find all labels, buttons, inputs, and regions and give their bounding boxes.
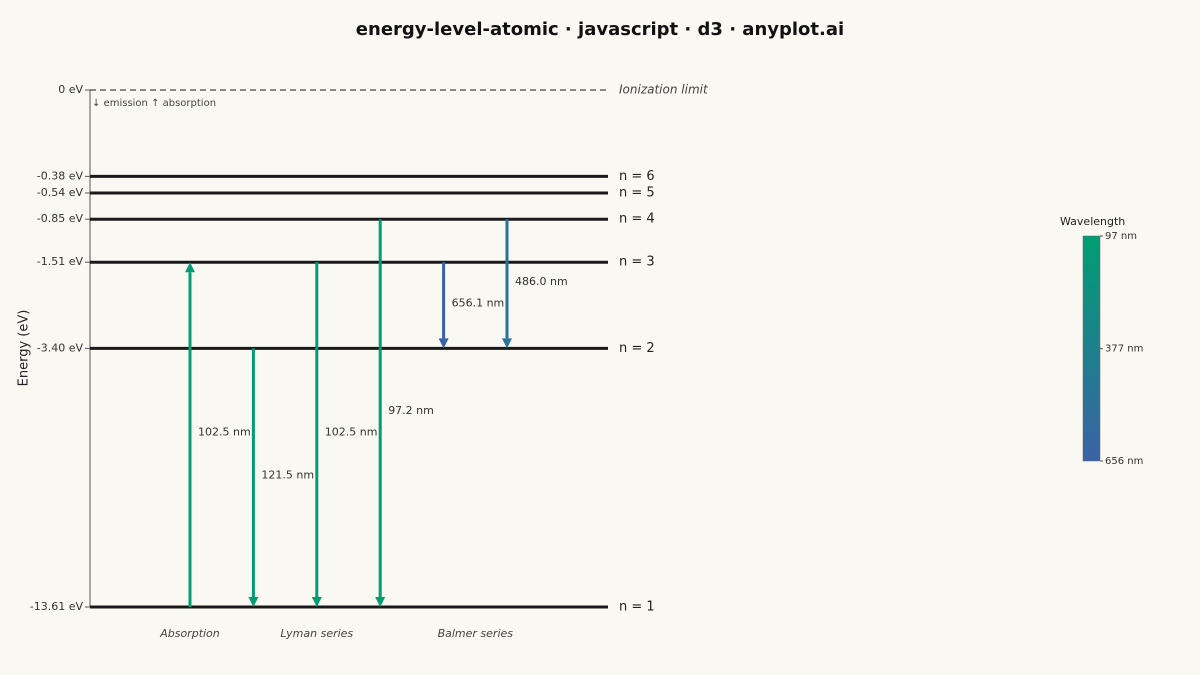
wavelength-label: 102.5 nm	[325, 426, 378, 439]
wavelength-label: 121.5 nm	[261, 469, 314, 482]
y-tick-label: -3.40 eV	[37, 341, 84, 354]
wavelength-label: 102.5 nm	[198, 426, 251, 439]
series-label: Lyman series	[280, 627, 353, 640]
wavelength-label: 97.2 nm	[388, 404, 434, 417]
wavelength-label: 486.0 nm	[515, 275, 568, 288]
y-tick-label: -13.61 eV	[30, 600, 84, 613]
level-label: n = 5	[619, 185, 655, 200]
y-tick-label: -1.51 eV	[37, 255, 84, 268]
level-label: n = 2	[619, 341, 655, 356]
arrow-head	[438, 338, 449, 349]
series-label: Absorption	[159, 627, 220, 640]
level-label: n = 4	[619, 212, 655, 227]
y-tick-label: -0.85 eV	[37, 212, 84, 225]
arrow-head	[502, 338, 512, 349]
arrow-head	[185, 262, 195, 273]
y-axis-label: Energy (eV)	[17, 310, 32, 387]
arrow-head	[248, 597, 259, 607]
series-label: Balmer series	[438, 627, 514, 640]
colorbar	[1082, 235, 1101, 462]
level-label: n = 6	[619, 169, 655, 184]
y-tick-label: -0.54 eV	[37, 186, 84, 199]
chart-title: energy-level-atomic · javascript · d3 · …	[356, 19, 844, 40]
colorbar-tick-label: 377 nm	[1105, 344, 1143, 355]
level-label: n = 1	[619, 600, 655, 615]
direction-note: ↓ emission ↑ absorption	[92, 98, 216, 109]
y-tick-label: 0 eV	[58, 83, 83, 96]
arrow-head	[375, 597, 386, 607]
arrow-head	[311, 597, 322, 607]
colorbar-tick-label: 97 nm	[1105, 231, 1137, 242]
level-label: n = 3	[619, 255, 655, 270]
ionization-label: Ionization limit	[619, 83, 709, 97]
y-tick-label: -0.38 eV	[37, 169, 84, 182]
wavelength-label: 656.1 nm	[452, 296, 505, 309]
colorbar-title: Wavelength	[1060, 215, 1125, 228]
colorbar-tick-label: 656 nm	[1105, 456, 1143, 467]
